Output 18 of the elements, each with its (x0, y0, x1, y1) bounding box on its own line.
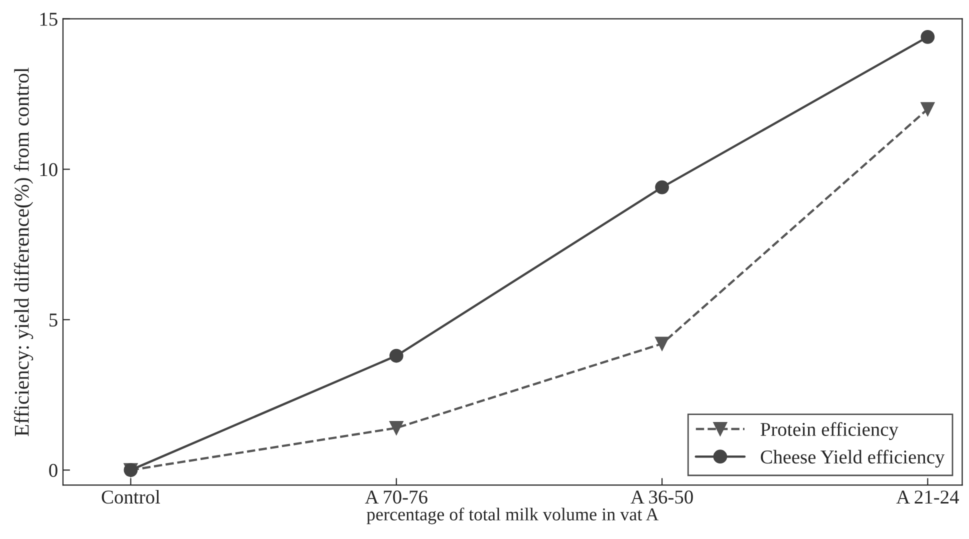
x-axis-title: percentage of total milk volume in vat A (366, 508, 659, 524)
y-axis-title: Efficiency: yield difference(%) from control (14, 68, 34, 436)
point (389, 348, 404, 363)
x-tick-label: A 70-76 (364, 490, 428, 504)
x-tick-label: Control (102, 490, 160, 504)
legend-label: Cheese Yield efficiency (760, 450, 945, 468)
legend-label: Protein efficiency (760, 422, 898, 440)
point (920, 30, 935, 44)
point (655, 336, 669, 351)
y-tick-label: 10 (40, 163, 58, 176)
y-tick-label: 5 (50, 314, 58, 327)
point (655, 180, 669, 194)
y-tick-label: 0 (49, 464, 58, 477)
x-tick-label: A 21-24 (896, 490, 959, 504)
x-tick-label: A 36-50 (630, 490, 693, 504)
point (920, 102, 935, 116)
y-tick-label: 15 (40, 12, 58, 26)
point (389, 421, 404, 435)
